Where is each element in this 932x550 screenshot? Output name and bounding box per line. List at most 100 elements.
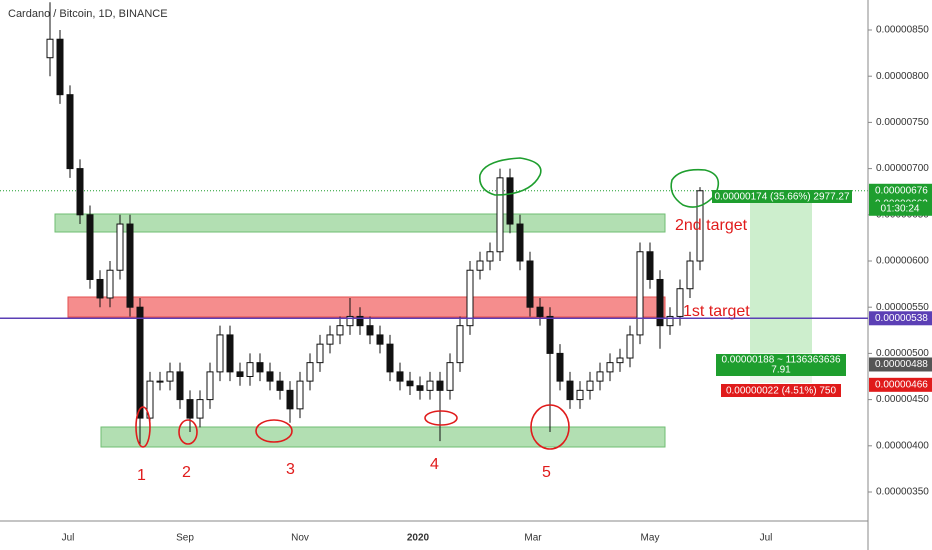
y-tick-label: 0.00000550: [876, 302, 929, 313]
candle-body: [216, 334, 224, 373]
x-tick-label: 2020: [407, 533, 430, 544]
info-label: 7.91: [771, 365, 791, 376]
candle-body: [566, 380, 574, 401]
price-label: 0.00000538: [875, 313, 928, 324]
candle-body: [176, 371, 184, 401]
y-tick-label: 0.00000800: [876, 71, 929, 82]
candle-body: [466, 269, 474, 327]
candle-body: [126, 223, 134, 308]
price-label: 0.00000676: [875, 185, 928, 196]
annotation: 4: [430, 456, 439, 473]
candle-body: [376, 334, 384, 345]
target-label: 0.00000174 (35.66%) 2977.27: [714, 192, 850, 203]
price-label-box: [869, 183, 932, 198]
candle-body: [256, 362, 264, 373]
drawn-circle: [478, 157, 542, 196]
candle-body: [266, 371, 274, 382]
y-tick-label: 0.00000500: [876, 348, 929, 359]
candle-body: [556, 352, 564, 382]
candle-body: [546, 315, 554, 354]
candle-body: [666, 315, 674, 327]
x-tick-label: Nov: [291, 533, 309, 544]
x-tick-label: Sep: [176, 533, 194, 544]
candle-body: [296, 380, 304, 410]
candle-body: [306, 362, 314, 382]
resistance-zone: [54, 213, 666, 233]
candle-body: [116, 223, 124, 271]
annotation: 5: [542, 464, 551, 481]
y-tick-label: 0.00000600: [876, 256, 929, 267]
x-tick-label: Jul: [62, 533, 75, 544]
candle-body: [696, 190, 704, 262]
candle-body: [96, 278, 104, 299]
y-tick-label: 0.00000450: [876, 394, 929, 405]
candle-body: [586, 380, 594, 391]
candle-body: [486, 251, 494, 262]
price-label-box: [869, 377, 932, 392]
price-axis: [868, 0, 932, 550]
candle-body: [236, 371, 244, 378]
y-tick-label: 0.00000850: [876, 25, 929, 36]
candle-body: [56, 38, 64, 96]
candle-body: [446, 362, 454, 391]
y-tick-label: 0.00000700: [876, 163, 929, 174]
candle-body: [156, 380, 164, 383]
candle-body: [136, 306, 144, 419]
candle-body: [286, 389, 294, 410]
candle-body: [616, 357, 624, 364]
candle-body: [626, 334, 634, 359]
candle-body: [416, 385, 424, 391]
annotation: 3: [286, 461, 295, 478]
candle-body: [276, 380, 284, 391]
price-label-box: [869, 357, 932, 372]
candle-body: [496, 177, 504, 253]
drawn-circle: [530, 404, 570, 450]
annotation: 2nd target: [675, 217, 748, 234]
info-box: [716, 354, 846, 376]
candle-body: [206, 371, 214, 401]
stop-box: [721, 384, 841, 397]
price-label: 0.00000466: [875, 379, 928, 390]
drawn-circle: [255, 419, 293, 443]
annotation: 2: [182, 464, 191, 481]
y-tick-label: 0.00000400: [876, 440, 929, 451]
price-label: 0.00000488: [875, 359, 928, 370]
candle-body: [526, 260, 534, 308]
y-tick-label: 0.00000750: [876, 117, 929, 128]
candle-body: [326, 334, 334, 345]
candle-body: [166, 371, 174, 382]
candle-body: [436, 380, 444, 391]
x-tick-label: May: [641, 533, 660, 544]
candle-body: [386, 343, 394, 373]
x-tick-label: Mar: [524, 533, 542, 544]
pivot-zone: [67, 296, 666, 318]
candles: [46, 2, 704, 446]
position-profit-area: [750, 190, 812, 353]
candle-body: [676, 288, 684, 317]
candle-body: [186, 399, 194, 419]
info-label: 0.00000188 ~ 1136363636: [721, 355, 841, 366]
candle-body: [356, 315, 364, 327]
annotation: 1st target: [683, 303, 750, 320]
overlay: 0.00000350 0.00000400 0.00000450 0.00000500…: [0, 25, 932, 544]
y-tick-label: 0.00000350: [876, 487, 929, 498]
candle-body: [596, 371, 604, 382]
candle-body: [646, 251, 654, 280]
candle-body: [366, 325, 374, 336]
candle-body: [506, 177, 514, 225]
candle-body: [656, 278, 664, 327]
stop-label: 0.00000022 (4.51%) 750: [726, 386, 837, 397]
candle-body: [246, 362, 254, 378]
countdown: 01:30:24: [881, 203, 920, 214]
drawn-circle: [178, 419, 198, 445]
annotation: 1: [137, 467, 146, 484]
candle-body: [336, 325, 344, 336]
price-label-box: [869, 311, 932, 326]
drawn-circle: [424, 410, 458, 426]
candle-body: [476, 260, 484, 271]
candle-body: [606, 362, 614, 373]
candle-body: [456, 325, 464, 364]
candle-body: [106, 269, 114, 299]
candle-body: [396, 371, 404, 382]
